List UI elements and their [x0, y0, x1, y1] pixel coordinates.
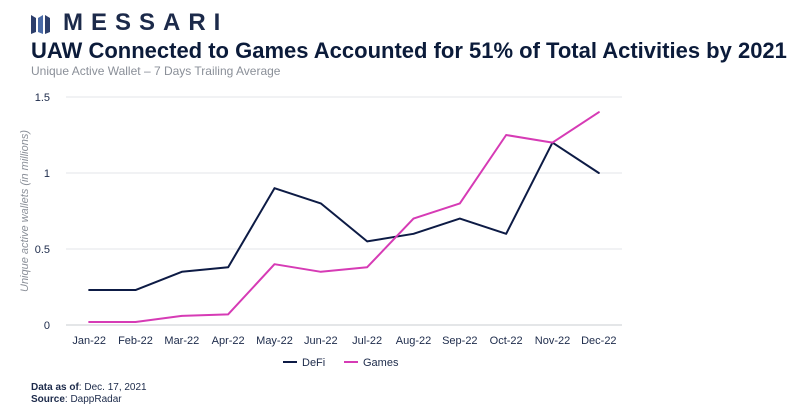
x-tick-label: Apr-22 [212, 335, 245, 347]
x-tick-label: Nov-22 [535, 335, 570, 347]
data-point-games [366, 266, 368, 269]
brand-logo: MESSARI [31, 9, 228, 37]
data-point-defi [227, 266, 229, 269]
x-tick-label: Aug-22 [396, 335, 431, 347]
x-tick-label: Jun-22 [304, 335, 338, 347]
x-tick-label: Sep-22 [442, 335, 477, 347]
data-point-defi [88, 289, 90, 291]
x-tick-label: Dec-22 [581, 335, 616, 347]
x-tick-label: May-22 [256, 335, 293, 347]
y-tick-label: 0.5 [35, 244, 50, 256]
legend-label-defi: DeFi [302, 357, 325, 369]
data-point-defi [412, 233, 415, 235]
brand-name: MESSARI [63, 9, 229, 36]
x-tick-label: Jan-22 [72, 335, 106, 347]
data-date-note: Data as of: Dec. 17, 2021 [31, 382, 147, 393]
messari-logo-icon [31, 15, 50, 34]
data-point-defi [505, 233, 507, 235]
data-point-games [598, 111, 600, 113]
chart-subtitle: Unique Active Wallet – 7 Days Trailing A… [31, 64, 281, 78]
series-line-games [88, 111, 600, 323]
data-point-games [505, 134, 507, 136]
data-point-games [459, 202, 461, 205]
y-tick-label: 0 [44, 320, 50, 332]
x-tick-label: Oct-22 [490, 335, 523, 347]
data-point-games [551, 141, 554, 144]
data-point-defi [181, 271, 183, 273]
data-point-defi [459, 217, 461, 220]
chart-footer: Data as of: Dec. 17, 2021 Source: DappRa… [31, 382, 147, 406]
data-point-games [88, 321, 90, 323]
line-chart: 0 0.5 1 1.5 Unique active wallets (in millio… [19, 92, 622, 369]
data-point-games [412, 217, 415, 220]
data-point-defi [273, 187, 276, 189]
legend-label-games: Games [363, 357, 399, 369]
data-point-games [227, 313, 229, 316]
data-point-defi [598, 172, 600, 174]
y-tick-label: 1.5 [35, 92, 50, 104]
x-tick-label: Mar-22 [164, 335, 199, 347]
chart-title: UAW Connected to Games Accounted for 51%… [31, 38, 787, 63]
data-point-defi [320, 202, 322, 205]
x-tick-label: Feb-22 [118, 335, 153, 347]
data-point-games [134, 321, 137, 323]
y-axis-label: Unique active wallets (in millions) [19, 130, 31, 292]
data-point-defi [366, 240, 368, 243]
data-point-games [181, 315, 183, 317]
series-line-defi [88, 141, 600, 292]
x-tick-label: Jul-22 [352, 335, 382, 347]
y-tick-label: 1 [44, 168, 50, 180]
source-note: Source: DappRadar [31, 394, 122, 405]
data-point-defi [134, 289, 137, 291]
data-point-games [273, 263, 276, 266]
data-point-games [320, 271, 322, 273]
